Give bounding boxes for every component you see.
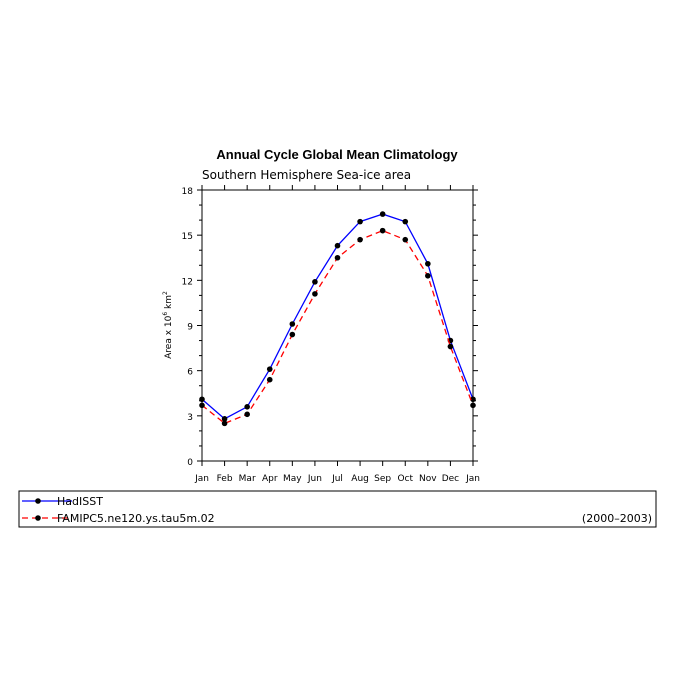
y-axis-label: Area x 106 km2 xyxy=(162,291,174,359)
legend-items: HadISST FAMIPC5.ne120.ys.tau5m.02 xyxy=(22,495,215,525)
series-1-point xyxy=(312,291,318,297)
series-0-point xyxy=(199,396,205,403)
legend-box xyxy=(18,490,657,528)
y-axis-label-exponent: 6 xyxy=(162,312,169,316)
x-tick-label: Sep xyxy=(374,474,391,484)
y-axis-label-unit: km xyxy=(164,295,174,309)
x-tick-label: Mar xyxy=(239,474,256,484)
y-tick-label: 15 xyxy=(182,232,193,242)
y-tick-label: 18 xyxy=(182,187,194,197)
plot-area: 0 3 6 9 12 15 18 Jan Feb Mar Apr May Jun Jul Aug Sep Oct… xyxy=(182,185,480,484)
plot-frame xyxy=(201,189,474,462)
x-tick-label: May xyxy=(283,474,302,484)
legend-period: (2000–2003) xyxy=(582,512,652,525)
legend-label-0: HadISST xyxy=(57,495,103,508)
ticks: 0 3 6 9 12 15 18 Jan Feb Mar Apr May Jun Jul Aug Sep Oct… xyxy=(182,185,480,484)
series-1-point xyxy=(447,343,454,350)
series-0-point xyxy=(470,396,476,403)
series-1-point xyxy=(266,376,273,383)
legend: HadISST FAMIPC5.ne120.ys.tau5m.02 (2000–2… xyxy=(18,490,657,528)
series-1-point xyxy=(425,273,431,279)
y-tick-label: 0 xyxy=(187,458,193,468)
series-1-point xyxy=(244,411,250,418)
x-tick-label: Jan xyxy=(194,474,209,484)
series-0-point xyxy=(357,218,363,225)
series-0-point xyxy=(289,321,296,327)
series-0-point xyxy=(334,242,341,249)
series-1-point xyxy=(199,402,205,409)
y-tick-label: 3 xyxy=(187,413,193,423)
series-0-point xyxy=(402,218,409,225)
x-tick-label: Dec xyxy=(442,474,459,484)
x-tick-label: Nov xyxy=(419,474,437,484)
series-1-point xyxy=(379,227,386,234)
chart-title: Annual Cycle Global Mean Climatology xyxy=(216,147,458,162)
series-1-point xyxy=(470,402,476,409)
x-tick-label: Feb xyxy=(217,474,233,484)
series-0-point xyxy=(244,404,250,410)
x-tick-label: Jun xyxy=(307,474,322,484)
series-0-point xyxy=(266,366,273,372)
y-axis-label-prefix: Area x 10 xyxy=(164,315,174,358)
series-0-point xyxy=(379,211,386,217)
series-1-point xyxy=(334,254,341,261)
x-tick-label: Jul xyxy=(331,474,343,484)
chart-subtitle: Southern Hemisphere Sea-ice area xyxy=(202,168,411,182)
series-0-point xyxy=(312,279,318,285)
y-tick-label: 12 xyxy=(182,277,193,287)
y-tick-label: 6 xyxy=(187,368,193,378)
series-0-point xyxy=(221,416,228,422)
legend-marker-0 xyxy=(35,498,41,504)
y-axis-label-unit-exponent: 2 xyxy=(162,291,169,295)
x-tick-label: Oct xyxy=(397,474,413,484)
series-1-point xyxy=(221,420,228,427)
x-tick-label: Aug xyxy=(351,474,369,484)
legend-marker-1 xyxy=(35,515,41,521)
x-tick-label: Apr xyxy=(262,474,278,484)
series-layer xyxy=(199,211,476,427)
series-0-point xyxy=(425,260,431,267)
legend-label-1: FAMIPC5.ne120.ys.tau5m.02 xyxy=(57,512,215,525)
series-1-point xyxy=(402,236,409,243)
x-tick-label: Jan xyxy=(465,474,480,484)
y-tick-label: 9 xyxy=(187,323,193,333)
series-1-point xyxy=(289,331,296,338)
series-1-point xyxy=(357,236,363,243)
